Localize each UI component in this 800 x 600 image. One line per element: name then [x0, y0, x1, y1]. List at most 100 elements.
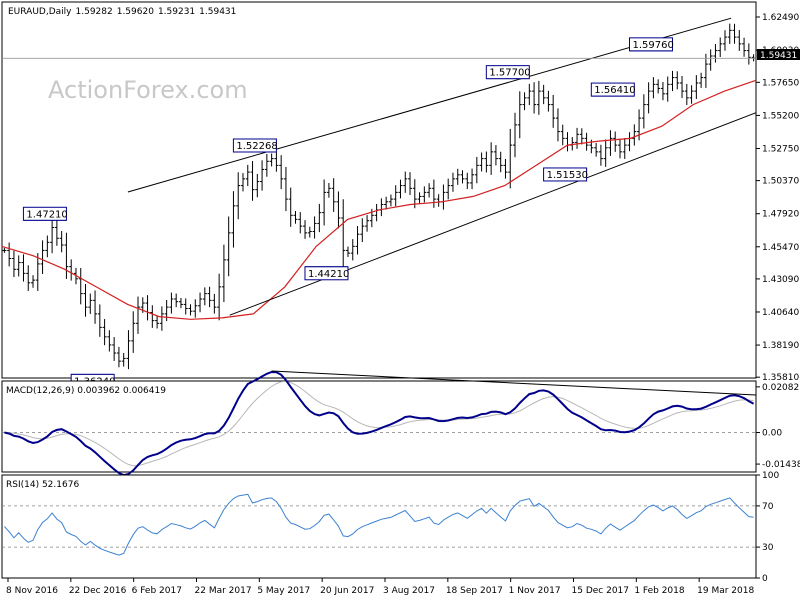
price-callout: 1.52268: [232, 138, 278, 153]
ohlc-bar: [746, 43, 751, 65]
price-y-tick-label: 1.55200: [762, 111, 799, 121]
callout-label: 1.59760: [632, 40, 673, 51]
ohlc-bar: [532, 82, 537, 114]
price-y-tick-label: 1.52750: [762, 144, 799, 154]
ohlc-bar: [546, 90, 551, 112]
macd-line: [4, 370, 755, 477]
ohlc-bar: [522, 92, 527, 111]
ohlc-bar: [102, 319, 107, 346]
ohlc-bar: [298, 212, 303, 234]
ohlc-bar: [40, 240, 45, 274]
ohlc-bar: [732, 23, 737, 44]
ohlc-bar: [388, 194, 393, 207]
ohlc-bar: [360, 218, 365, 243]
ohlc-bar: [260, 160, 265, 191]
x-tick-label: 20 Jun 2017: [320, 586, 374, 596]
rsi-panel-frame: [1, 474, 757, 579]
ohlc-bar: [560, 124, 565, 146]
ohlc-bar: [665, 76, 670, 102]
ohlc-bar: [489, 142, 494, 175]
ohlc-bar: [345, 246, 350, 257]
ohlc-bar: [465, 172, 470, 189]
ohlc-bar: [198, 292, 203, 313]
ohlc-bar: [393, 185, 398, 207]
ohlc-bar: [183, 298, 188, 315]
macd-signal-line: [4, 380, 754, 467]
x-axis: 8 Nov 2016 22 Dec 2016 6 Feb 2017 22 Mar 20…: [6, 578, 754, 596]
ohlc-bar: [675, 71, 680, 90]
ohlc-bar: [670, 70, 675, 92]
price-callout: 1.47210: [22, 206, 68, 221]
price-y-tick-label: 1.47920: [762, 210, 799, 220]
ohlc-bar: [112, 337, 117, 361]
current-price-label: 1.59431: [760, 51, 797, 61]
x-tick-label: 3 Aug 2017: [383, 586, 435, 596]
watermark: ActionForex.com: [48, 76, 248, 104]
ohlc-bar: [541, 84, 546, 105]
callout-label: 1.51530: [547, 170, 588, 181]
ohlc-bar: [598, 144, 603, 166]
ohlc-bar: [484, 151, 489, 173]
price-callout: 1.57700: [485, 65, 531, 80]
ohlc-bar: [503, 158, 508, 179]
ohlc-bar: [579, 128, 584, 145]
callout-label: 1.56410: [594, 85, 635, 96]
ohlc-bar: [479, 152, 484, 172]
price-y-tick-label: 1.57650: [762, 78, 799, 88]
ohlc-bar: [293, 211, 298, 224]
ohlc-bar: [174, 293, 179, 308]
ohlc-bar: [651, 77, 656, 99]
ohlc-bar: [341, 199, 346, 270]
macd-trendline: [271, 370, 757, 396]
ohlc-bar: [508, 128, 513, 189]
price-y-tick-label: 1.35810: [762, 373, 799, 383]
macd-y-tick-label: 0.020827: [762, 383, 800, 393]
ohlc-bar: [150, 305, 155, 328]
x-tick-label: 18 Sep 2017: [446, 586, 503, 596]
ohlc-bar: [193, 299, 198, 318]
ohlc-bar: [527, 83, 532, 106]
ohlc-bar: [689, 85, 694, 104]
ohlc-bar: [116, 346, 121, 368]
price-panel: ActionForex.com EURAUD,Daily 1.59282 1.596…: [1, 1, 800, 388]
ohlc-bar: [584, 132, 589, 151]
timeframe: Daily: [49, 7, 72, 17]
ohlc-bar: [632, 124, 637, 146]
ohlc-bar: [660, 81, 665, 101]
rsi-line: [4, 493, 754, 556]
ohlc-bar: [31, 275, 36, 288]
ohlc-bar: [646, 82, 651, 114]
ohlc-bar: [21, 254, 26, 282]
open-value: 1.59282: [76, 7, 113, 17]
ohlc-bar: [594, 142, 599, 157]
ohlc-bar: [641, 94, 646, 129]
price-y-tick-label: 1.40640: [762, 308, 799, 318]
price-panel-frame: [1, 1, 757, 379]
ohlc-bar: [11, 250, 16, 278]
current-price-marker: 1.59431: [757, 49, 800, 61]
macd-y-tick-label: -0.014386: [762, 460, 800, 470]
ohlc-bar: [83, 284, 88, 317]
ohlc-bar: [59, 230, 64, 253]
ohlc-bar: [178, 297, 183, 309]
ohlc-bar: [202, 287, 207, 306]
ohlc-bar: [231, 191, 236, 248]
ohlc-bar: [718, 37, 723, 57]
ohlc-bar: [551, 94, 556, 128]
macd-y-tick-label: 0.00: [762, 429, 782, 439]
ohlc-bar: [699, 72, 704, 88]
x-tick-label: 22 Dec 2016: [69, 586, 127, 596]
moving-average-line: [1, 79, 757, 320]
rsi-title: RSI(14) 52.1676: [6, 480, 79, 490]
low-value: 1.59231: [158, 7, 195, 17]
ohlc-bar: [460, 170, 465, 184]
ohlc-bar: [35, 253, 40, 291]
ohlc-bar: [126, 330, 131, 370]
price-header: EURAUD,Daily 1.59282 1.59620 1.59231 1.59431: [8, 7, 236, 17]
ohlc-bar: [355, 226, 360, 255]
ohlc-bar: [493, 145, 498, 166]
macd-y-axis: 0.020827 0.00 -0.014386: [756, 383, 800, 470]
ohlc-bar: [188, 304, 193, 316]
macd-panel: MACD(12,26,9) 0.003962 0.006419 0.020827…: [1, 370, 800, 477]
